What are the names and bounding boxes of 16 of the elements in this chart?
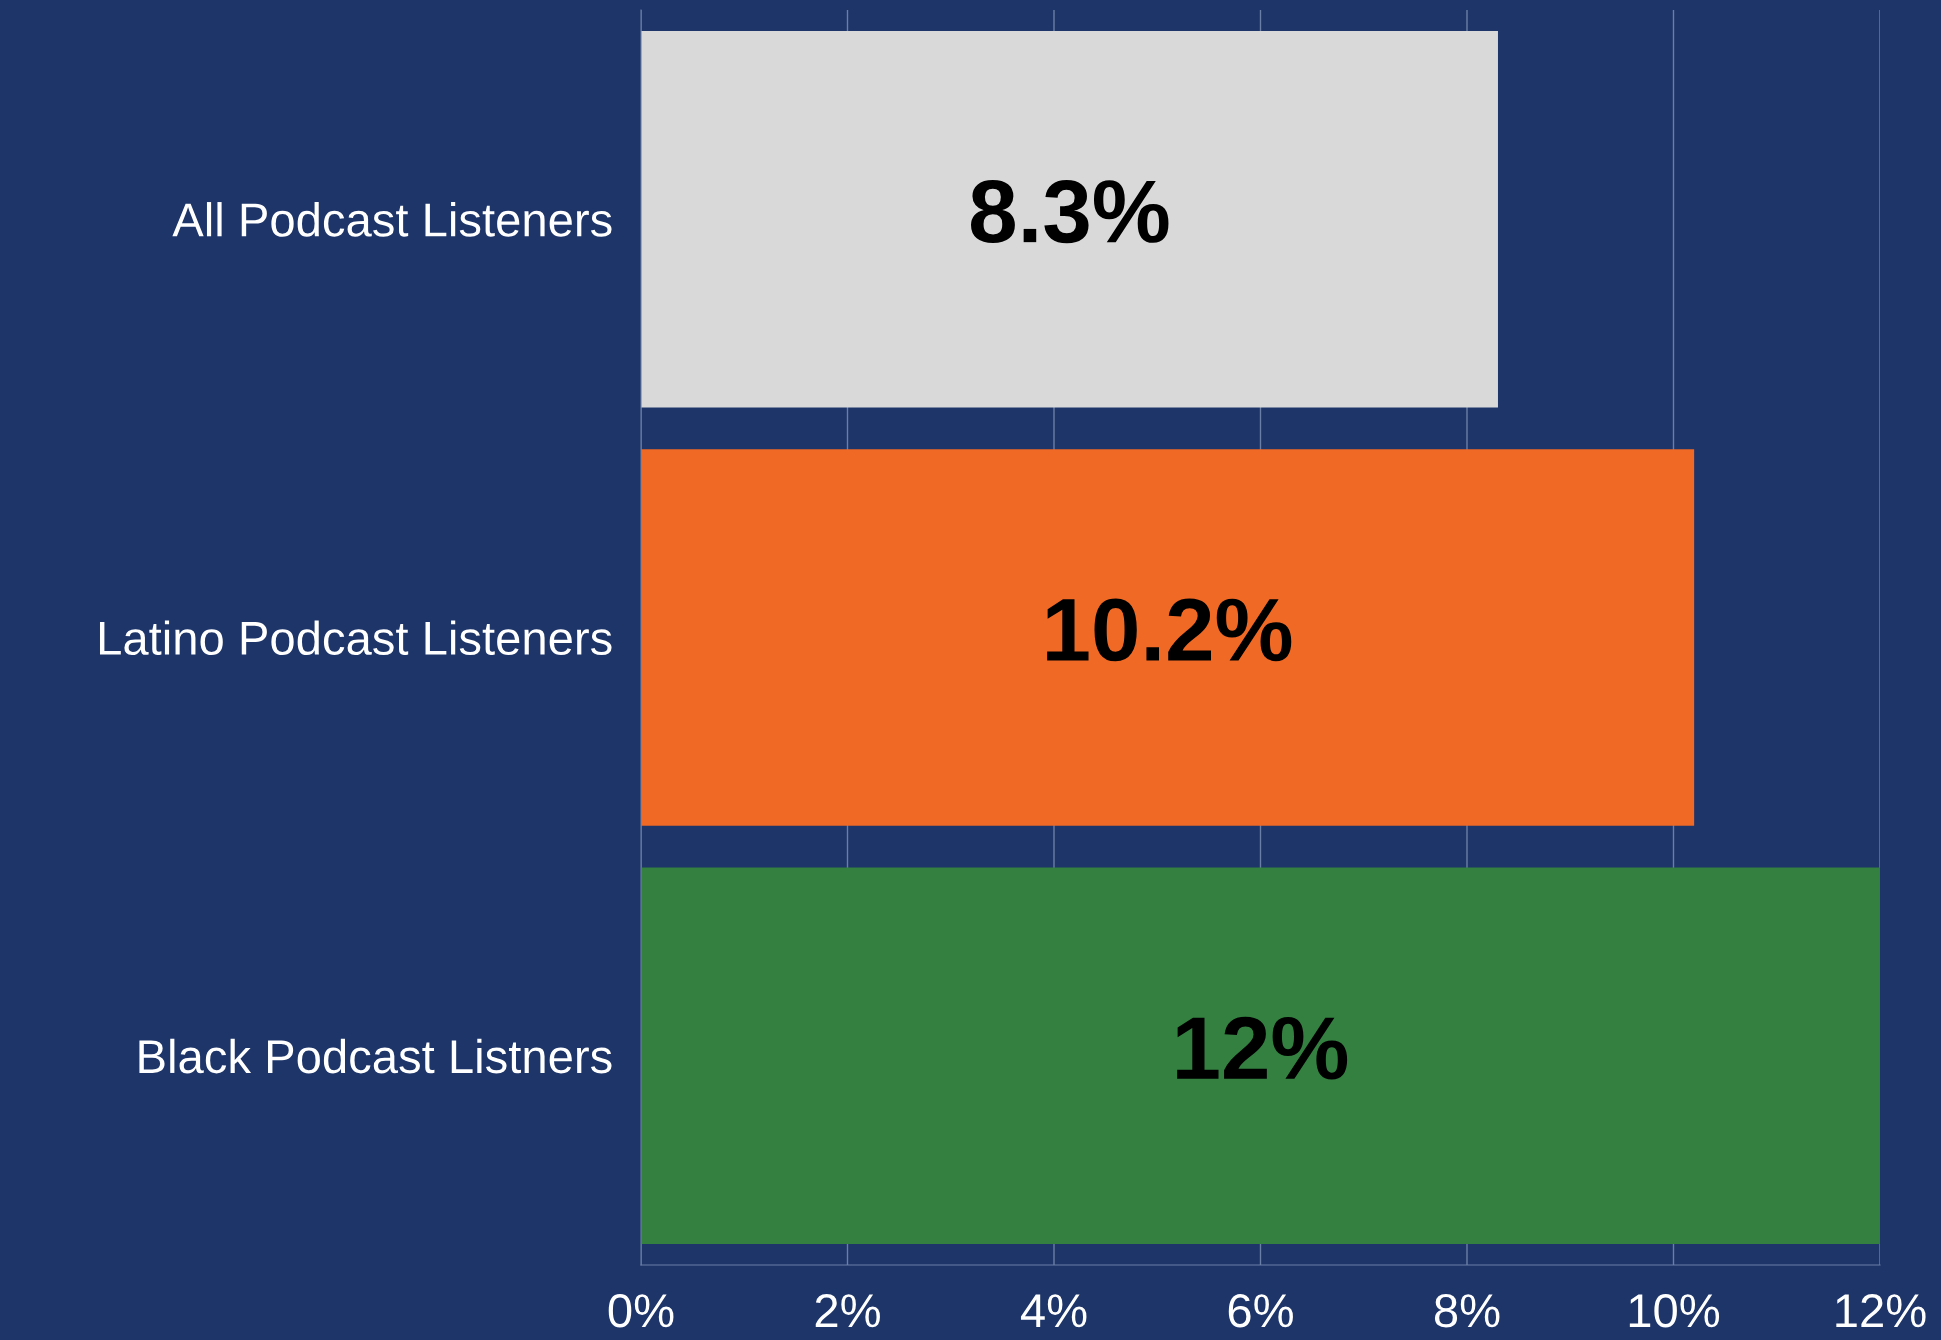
y-tick-label: Black Podcast Listners <box>139 1038 612 1074</box>
bar <box>641 867 1880 1245</box>
data-label: 10.2% <box>1047 598 1292 662</box>
bar <box>641 449 1695 826</box>
x-tick-label: 8% <box>1434 1294 1500 1328</box>
x-tick-label: 12% <box>1836 1294 1926 1328</box>
x-tick-label: 2% <box>815 1294 880 1328</box>
data-label: 8.3% <box>971 180 1169 244</box>
x-tick-label: 6% <box>1228 1294 1293 1328</box>
y-tick-label: Latino Podcast Listeners <box>99 620 612 656</box>
x-tick-label: 0% <box>608 1294 674 1328</box>
y-tick-label: All Podcast Listeners <box>172 202 612 237</box>
bar <box>641 30 1498 408</box>
data-label: 12% <box>1177 1016 1348 1080</box>
x-tick-label: 10% <box>1629 1294 1720 1328</box>
x-tick-label: 4% <box>1020 1294 1087 1328</box>
